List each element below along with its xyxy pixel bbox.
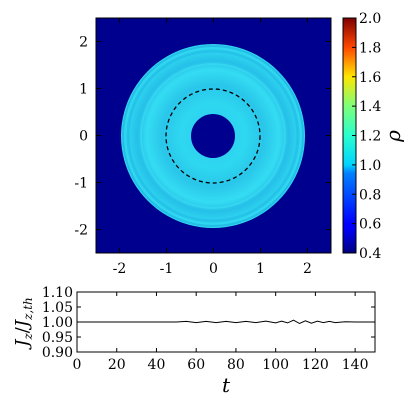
map-x-tick-label: 0 [209,261,218,277]
colorbar-tick-label: 0.6 [359,217,381,233]
density-ring [120,44,305,228]
map-x-tick-label: -2 [113,261,127,277]
colorbar-tick-label: 1.2 [359,129,381,145]
line-y-tick-label: 0.95 [42,330,73,346]
colorbar-label: ρ [381,130,405,143]
ring-inner-band [140,63,286,209]
y-label-denominator: J [12,318,33,331]
y-label-denominator-sub: z,th [21,297,35,321]
colorbar-tick-label: 2.0 [359,11,381,27]
colorbar-tick-label: 0.4 [359,246,381,262]
line-plot-ticks: 0 20 40 60 80 100 120 140 0.900.951.001.051.10 [42,285,375,373]
line-x-tick-label: 140 [342,357,369,373]
colorbar-tick-label: 1.8 [359,40,381,56]
map-y-tick-label: -2 [74,223,88,239]
line-y-tick-label: 1.05 [42,300,73,316]
ring-edge-band [122,45,304,227]
y-label-slash: / [12,326,33,333]
line-x-tick-label: 40 [148,357,166,373]
ring-outer-band [126,49,300,223]
line-x-tick-label: 80 [227,357,245,373]
svg-text:Jz/Jz,th: Jz/Jz,th [12,297,35,351]
line-y-tick-label: 1.10 [42,285,73,301]
map-x-tick-label: -1 [160,261,174,277]
line-x-tick-label: 100 [262,357,289,373]
colorbar-tick-label: 1.0 [359,158,381,174]
line-y-tick-label: 0.90 [42,345,73,361]
map-x-tick-label: 1 [256,261,265,277]
x-axis-label: t [222,373,231,397]
colorbar: 0.4 0.6 0.8 1.0 1.2 1.4 1.6 1.8 2.0 ρ [342,11,405,262]
map-x-tick-label: 2 [303,261,312,277]
y-label-numerator: J [12,338,33,351]
series-line-current [77,319,375,325]
colorbar-ticks: 0.4 0.6 0.8 1.0 1.2 1.4 1.6 1.8 2.0 [352,11,381,262]
colorbar-tick-label: 0.8 [359,187,381,203]
line-x-tick-label: 0 [73,357,82,373]
line-y-tick-label: 1.00 [42,315,73,331]
map-y-tick-label: 0 [79,129,88,145]
dashed-circle [165,88,261,184]
map-y-tick-label: 1 [79,82,88,98]
map-y-tick-label: 2 [79,35,88,51]
current-line-panel: 0 20 40 60 80 100 120 140 0.900.951.001.051.10 t… [12,285,376,397]
line-x-tick-label: 60 [187,357,205,373]
line-x-tick-label: 120 [302,357,329,373]
map-y-tick-label: -1 [74,176,88,192]
y-label-numerator-sub: z [21,333,35,341]
y-axis-label: Jz/Jz,th [12,297,35,351]
colorbar-tick-label: 1.6 [359,70,381,86]
density-map-ticks: -2 -1 0 1 2 -2 -1 0 1 2 [74,18,331,277]
line-x-tick-label: 20 [108,357,126,373]
colorbar-tick-label: 1.4 [359,99,381,115]
density-map-panel: -2 -1 0 1 2 -2 -1 0 1 2 [74,17,332,277]
